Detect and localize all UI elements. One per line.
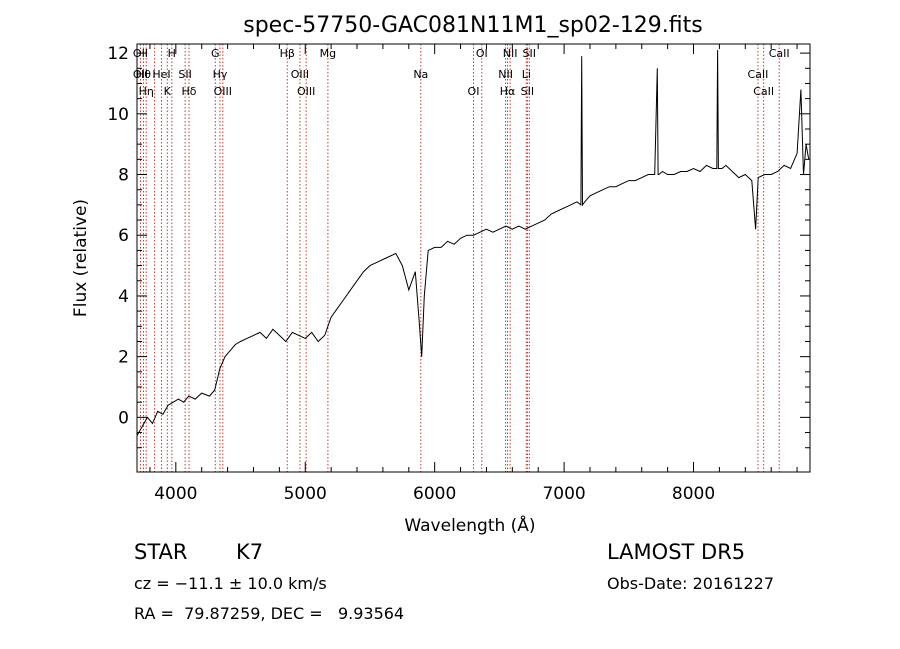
line-marker-label: Hγ	[213, 68, 228, 81]
line-marker-label: NII	[503, 47, 518, 60]
line-marker-label: SII	[523, 47, 536, 60]
line-marker-label: G	[211, 47, 220, 60]
line-marker-label: K	[164, 85, 172, 98]
line-marker-label: HeI	[152, 68, 170, 81]
x-tick-label: 6000	[413, 484, 456, 504]
y-tick-label: 0	[118, 408, 129, 428]
line-marker-label: OIII	[297, 85, 315, 98]
spectrum-line	[136, 50, 810, 436]
x-tick-label: 5000	[284, 484, 327, 504]
y-axis-label: Flux (relative)	[71, 199, 91, 317]
line-marker-label: OI	[468, 85, 480, 98]
object-subclass: K7	[236, 540, 264, 564]
object-class: STAR	[134, 540, 188, 564]
y-tick-label: 2	[118, 348, 129, 368]
line-marker-label: Na	[413, 68, 428, 81]
spectrum-series	[136, 50, 810, 436]
line-marker-label: Hθ	[136, 68, 151, 81]
line-marker-label: Hα	[500, 85, 516, 98]
y-tick-label: 6	[118, 226, 129, 246]
chart-title: spec-57750-GAC081N11M1_sp02-129.fits	[243, 13, 703, 38]
line-marker-label: Hδ	[182, 85, 197, 98]
line-marker-label: NII	[498, 68, 513, 81]
survey-name: LAMOST DR5	[607, 540, 746, 564]
y-tick-label: 12	[107, 44, 129, 64]
y-tick-label: 8	[118, 166, 129, 186]
y-tick-label: 10	[107, 105, 129, 125]
line-marker-label: CaII	[769, 47, 790, 60]
x-tick-label: 7000	[542, 484, 585, 504]
line-marker-label: OIII	[291, 68, 309, 81]
line-marker-label: OI	[476, 47, 488, 60]
plot-frame	[136, 43, 811, 473]
line-markers	[139, 44, 780, 472]
line-marker-label: SII	[178, 68, 191, 81]
x-axis-label: Wavelength (Å)	[404, 514, 535, 536]
ra-dec: RA = 79.87259, DEC = 9.93564	[134, 604, 405, 623]
line-marker-label: OIII	[214, 85, 232, 98]
redshift-line: cz = −11.1 ± 10.0 km/s	[134, 574, 327, 593]
line-marker-label: Hη	[139, 85, 154, 98]
x-tick-label: 8000	[672, 484, 715, 504]
y-tick-label: 4	[118, 287, 129, 307]
line-marker-label: Li	[522, 68, 531, 81]
line-marker-labels: OIIOIIHθHηHeIKHSIIHδGHγOIIIHβOIIIOIIIMgN…	[133, 47, 790, 98]
line-marker-label: CaII	[748, 68, 769, 81]
x-axis-ticks: 4000 5000 6000 7000 8000	[149, 44, 798, 504]
line-marker-label: CaII	[753, 85, 774, 98]
x-tick-label: 4000	[154, 484, 197, 504]
line-marker-label: Hβ	[280, 47, 295, 60]
y-axis-ticks: 0 2 4 6 8 10 12	[107, 44, 810, 449]
line-marker-label: SII	[521, 85, 534, 98]
obs-date: Obs-Date: 20161227	[607, 574, 775, 593]
line-marker-label: Mg	[320, 47, 336, 60]
line-marker-label: H	[168, 47, 176, 60]
